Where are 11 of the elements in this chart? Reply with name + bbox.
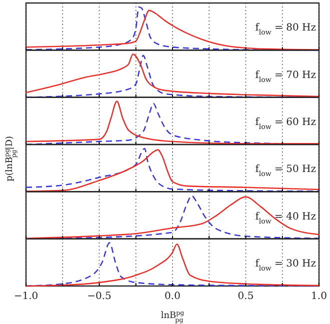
x-tick-label: −1.0: [14, 291, 38, 302]
annotation: f$_{low}$ = 60 Hz: [255, 116, 316, 131]
annotation: f$_{low}$ = 30 Hz: [255, 258, 316, 272]
annotation: f$_{low}$ = 80 Hz: [255, 22, 316, 37]
x-tick-label: 0.0: [164, 291, 180, 302]
x-tick-label: −0.5: [87, 291, 112, 302]
x-tick-label: 1.0: [311, 291, 327, 302]
annotation: f$_{low}$ = 50 Hz: [255, 164, 316, 178]
x-tick-label: 0.5: [238, 291, 254, 302]
annotation: f$_{low}$ = 70 Hz: [255, 70, 316, 84]
annotation: f$_{low}$ = 40 Hz: [255, 211, 316, 226]
